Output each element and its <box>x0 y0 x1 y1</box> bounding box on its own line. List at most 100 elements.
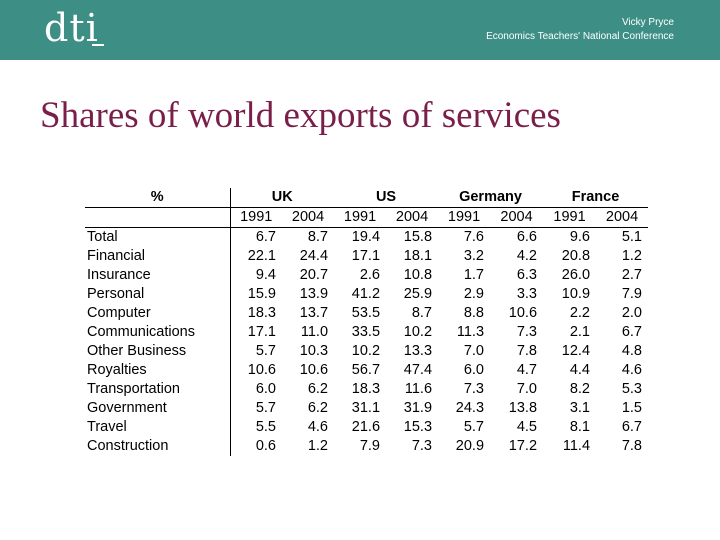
table-cell: 33.5 <box>351 324 381 340</box>
table-cell: 13.9 <box>299 286 329 302</box>
table-cell: 5.5 <box>255 419 276 435</box>
corner-label: % <box>85 188 231 208</box>
table-cell: 24.4 <box>299 248 329 264</box>
table-cell: 8.7 <box>411 305 433 321</box>
table-cell: 6.0 <box>255 381 276 397</box>
year-header: 1991 <box>334 207 387 228</box>
table-row: Royalties 10.6 10.6 56.7 47.4 6.0 4.7 4.4 4.6 <box>85 361 648 380</box>
year-header: 2004 <box>282 207 335 228</box>
table-cell: 21.6 <box>351 419 381 435</box>
table-row: Transportation 6.0 6.2 18.3 11.6 7.3 7.0 8.2 5.3 <box>85 380 648 399</box>
table-cell: 31.1 <box>351 400 381 416</box>
row-label: Other Business <box>85 342 231 361</box>
table-cell: 6.6 <box>516 229 538 245</box>
table-cell: 2.6 <box>359 267 381 283</box>
table-cell: 15.3 <box>403 419 433 435</box>
table-cell: 6.7 <box>255 229 276 245</box>
row-label: Royalties <box>85 361 231 380</box>
table-cell: 7.6 <box>463 229 485 245</box>
table-cell: 8.8 <box>463 305 485 321</box>
logo-underline-mark <box>92 44 104 46</box>
table-cell: 8.1 <box>569 419 591 435</box>
row-label: Construction <box>85 437 231 456</box>
dti-logo: dti <box>44 6 99 50</box>
table-cell: 8.2 <box>569 381 591 397</box>
table-cell: 26.0 <box>561 267 591 283</box>
row-label: Transportation <box>85 380 231 399</box>
table-cell: 8.7 <box>307 229 329 245</box>
table-cell: 4.7 <box>516 362 538 378</box>
table-cell: 13.3 <box>403 343 433 359</box>
table-row: Communications 17.1 11.0 33.5 10.2 11.3 7.3 2.1… <box>85 323 648 342</box>
table-cell: 24.3 <box>455 400 485 416</box>
table-cell: 2.9 <box>463 286 485 302</box>
table-cell: 17.1 <box>247 324 276 340</box>
table-cell: 22.1 <box>247 248 276 264</box>
table-cell: 7.0 <box>463 343 485 359</box>
table-row: Insurance 9.4 20.7 2.6 10.8 1.7 6.3 26.0 2.7 <box>85 266 648 285</box>
table-cell: 10.6 <box>299 362 329 378</box>
table-cell: 4.6 <box>621 362 643 378</box>
year-header: 1991 <box>543 207 597 228</box>
table-cell: 25.9 <box>403 286 433 302</box>
year-header: 2004 <box>386 207 439 228</box>
table-cell: 3.2 <box>463 248 485 264</box>
country-header: US <box>334 188 439 208</box>
table-cell: 10.2 <box>351 343 381 359</box>
table-cell: 13.7 <box>299 305 329 321</box>
row-label: Total <box>85 227 231 247</box>
table-cell: 20.8 <box>561 248 591 264</box>
table-cell: 2.2 <box>569 305 591 321</box>
table-body: Total 6.7 8.7 19.4 15.8 7.6 6.6 9.6 5.1 Financial… <box>85 227 648 456</box>
table-cell: 7.8 <box>621 438 643 454</box>
table-cell: 15.9 <box>247 286 276 302</box>
table-row: Construction 0.6 1.2 7.9 7.3 20.9 17.2 11.4 7.8 <box>85 437 648 456</box>
table-cell: 7.3 <box>463 381 485 397</box>
table-cell: 15.8 <box>403 229 433 245</box>
header-bar: dti Vicky Pryce Economics Teachers' Nati… <box>0 0 720 60</box>
slide-title: Shares of world exports of services <box>40 95 561 136</box>
row-label: Travel <box>85 418 231 437</box>
table-cell: 13.8 <box>508 400 538 416</box>
year-header: 1991 <box>230 207 282 228</box>
table-cell: 5.7 <box>463 419 485 435</box>
table-cell: 3.1 <box>569 400 591 416</box>
table-cell: 2.7 <box>621 267 643 283</box>
table-cell: 11.3 <box>456 324 485 340</box>
row-label: Financial <box>85 247 231 266</box>
table-cell: 31.9 <box>403 400 433 416</box>
table-cell: 10.2 <box>403 324 433 340</box>
table-cell: 41.2 <box>351 286 381 302</box>
table-cell: 1.7 <box>463 267 485 283</box>
table-cell: 1.2 <box>307 438 329 454</box>
table-cell: 2.1 <box>569 324 591 340</box>
row-label: Insurance <box>85 266 231 285</box>
table-cell: 6.0 <box>463 362 485 378</box>
year-header-row: 1991 2004 1991 2004 1991 2004 1991 2004 <box>85 207 649 228</box>
table-cell: 9.4 <box>255 267 276 283</box>
table-cell: 0.6 <box>255 438 276 454</box>
table-cell: 7.9 <box>359 438 381 454</box>
country-header: UK <box>230 188 335 208</box>
table-cell: 10.8 <box>403 267 433 283</box>
row-label: Personal <box>85 285 231 304</box>
table-cell: 47.4 <box>403 362 433 378</box>
table-cell: 20.9 <box>455 438 485 454</box>
table-cell: 5.7 <box>255 343 276 359</box>
table-cell: 11.0 <box>300 324 329 340</box>
table-cell: 1.2 <box>621 248 643 264</box>
year-header: 2004 <box>490 207 544 228</box>
presenter-info: Vicky Pryce Economics Teachers' National… <box>486 16 674 44</box>
table-row: Personal 15.9 13.9 41.2 25.9 2.9 3.3 10.9 7.9 <box>85 285 648 304</box>
table-cell: 10.3 <box>299 343 329 359</box>
table-cell: 11.6 <box>404 381 433 397</box>
table-cell: 10.6 <box>247 362 276 378</box>
table-row: Travel 5.5 4.6 21.6 15.3 5.7 4.5 8.1 6.7 <box>85 418 648 437</box>
table-cell: 5.1 <box>621 229 643 245</box>
country-header: Germany <box>438 188 544 208</box>
table-cell: 6.2 <box>307 381 329 397</box>
table-cell: 6.2 <box>307 400 329 416</box>
table-cell: 53.5 <box>351 305 381 321</box>
year-header-blank <box>85 207 231 228</box>
table-cell: 4.4 <box>569 362 591 378</box>
